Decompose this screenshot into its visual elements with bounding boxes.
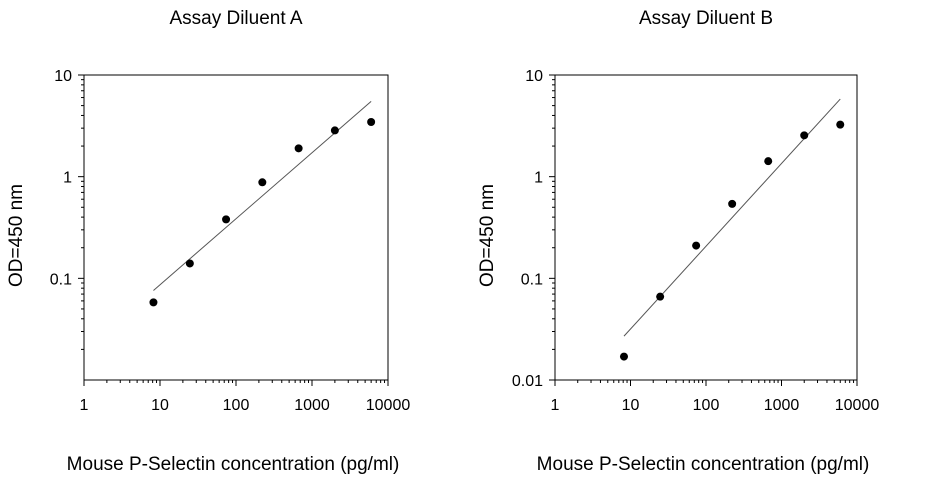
data-point bbox=[619, 352, 628, 361]
data-point bbox=[800, 131, 809, 140]
x-tick-label: 100 bbox=[693, 397, 720, 414]
data-point bbox=[367, 117, 376, 126]
data-point bbox=[764, 157, 773, 166]
data-point bbox=[330, 126, 339, 135]
chart-assay-diluent-b: Assay Diluent B Mouse P-Selectin concent… bbox=[477, 8, 879, 475]
y-axis-label: OD=450 nm bbox=[6, 184, 27, 287]
x-tick-label: 1000 bbox=[294, 397, 330, 414]
y-tick-label: 0.1 bbox=[521, 271, 543, 288]
plot-frame bbox=[83, 74, 389, 381]
y-axis-label: OD=450 nm bbox=[477, 184, 498, 287]
y-tick-label: 1 bbox=[63, 170, 72, 187]
y-tick-label: 1 bbox=[534, 170, 543, 187]
data-point bbox=[692, 241, 701, 250]
data-point bbox=[222, 215, 231, 224]
chart-title: Assay Diluent B bbox=[639, 8, 773, 29]
data-point bbox=[185, 259, 194, 268]
y-tick-label: 0.1 bbox=[50, 271, 72, 288]
data-point bbox=[149, 298, 158, 307]
x-axis-label: Mouse P-Selectin concentration (pg/ml) bbox=[67, 454, 400, 475]
chart-title: Assay Diluent A bbox=[169, 8, 302, 29]
data-point bbox=[728, 199, 737, 208]
chart-assay-diluent-a: Assay Diluent A Mouse P-Selectin concent… bbox=[6, 8, 410, 475]
x-axis-label: Mouse P-Selectin concentration (pg/ml) bbox=[537, 454, 870, 475]
y-tick-label: 10 bbox=[54, 68, 72, 85]
x-tick-label: 1 bbox=[551, 397, 560, 414]
data-point bbox=[656, 292, 665, 301]
x-tick-label: 10000 bbox=[366, 397, 411, 414]
data-point bbox=[294, 144, 303, 153]
x-tick-label: 100 bbox=[223, 397, 250, 414]
y-tick-label: 10 bbox=[525, 68, 543, 85]
x-tick-label: 1 bbox=[80, 397, 89, 414]
x-tick-label: 10 bbox=[151, 397, 169, 414]
x-tick-label: 10000 bbox=[835, 397, 880, 414]
plot-frame bbox=[554, 74, 858, 381]
data-point bbox=[258, 178, 267, 187]
data-point bbox=[836, 120, 845, 129]
x-tick-label: 1000 bbox=[764, 397, 800, 414]
x-tick-label: 10 bbox=[622, 397, 640, 414]
y-tick-label: 0.01 bbox=[512, 373, 543, 390]
